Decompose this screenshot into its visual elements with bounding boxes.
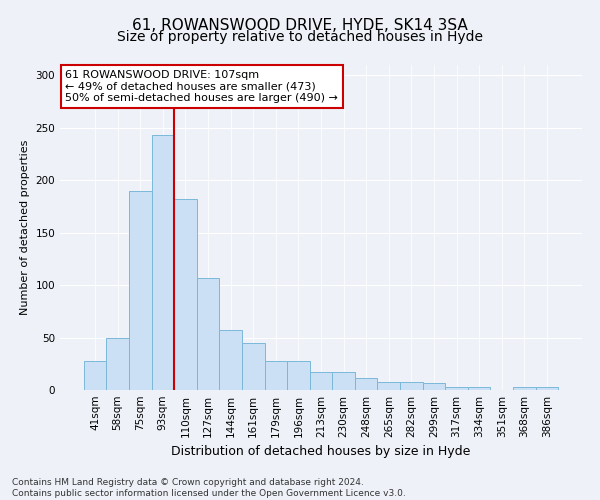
Bar [220,330,242,390]
Bar [422,382,445,390]
Bar [355,378,377,390]
Bar [242,343,265,390]
Bar [536,387,558,390]
Bar [265,360,287,390]
Bar [445,387,468,390]
Bar [310,372,332,390]
Bar [287,360,310,390]
Bar [513,387,536,390]
X-axis label: Distribution of detached houses by size in Hyde: Distribution of detached houses by size … [172,446,470,458]
Text: 61 ROWANSWOOD DRIVE: 107sqm
← 49% of detached houses are smaller (473)
50% of se: 61 ROWANSWOOD DRIVE: 107sqm ← 49% of det… [65,70,338,103]
Bar [468,387,490,390]
Bar [400,382,422,390]
Y-axis label: Number of detached properties: Number of detached properties [20,140,30,315]
Bar [174,199,197,390]
Bar [332,372,355,390]
Bar [129,191,152,390]
Bar [106,338,129,390]
Bar [152,135,174,390]
Bar [84,360,106,390]
Text: Contains HM Land Registry data © Crown copyright and database right 2024.
Contai: Contains HM Land Registry data © Crown c… [12,478,406,498]
Bar [377,382,400,390]
Bar [197,278,220,390]
Text: 61, ROWANSWOOD DRIVE, HYDE, SK14 3SA: 61, ROWANSWOOD DRIVE, HYDE, SK14 3SA [132,18,468,32]
Text: Size of property relative to detached houses in Hyde: Size of property relative to detached ho… [117,30,483,44]
